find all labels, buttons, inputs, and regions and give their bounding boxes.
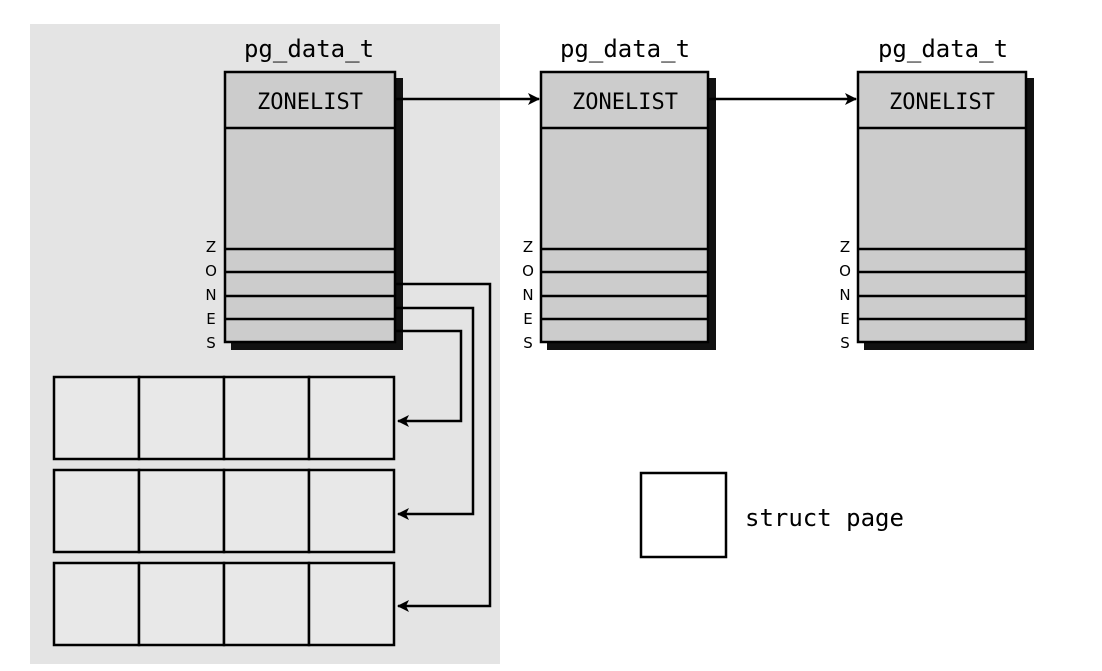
zones-letter: O — [205, 262, 217, 280]
struct-page-cell — [307, 468, 396, 554]
zone-arrow-to-array-1 — [395, 329, 463, 427]
zones-letter: E — [523, 310, 532, 328]
zonelist-label: ZONELIST — [889, 90, 995, 115]
struct-page-array-2 — [52, 468, 396, 554]
struct-page-cell — [307, 561, 396, 647]
struct-page-array-1 — [52, 375, 396, 461]
struct-page-cell — [137, 561, 226, 647]
pg-data-node-1: pg_data_t ZONELIST Z O N E S — [205, 35, 403, 352]
node-title: pg_data_t — [560, 35, 690, 63]
struct-page-cell — [137, 375, 226, 461]
zones-letter: S — [206, 334, 216, 352]
zones-letter: E — [840, 310, 849, 328]
zonelist-label: ZONELIST — [572, 90, 678, 115]
legend: struct page — [639, 471, 904, 559]
zones-letter: Z — [840, 238, 850, 256]
zone-arrow-to-array-3 — [395, 282, 492, 612]
pg-data-node-3: pg_data_t ZONELIST Z O N E S — [839, 35, 1034, 352]
zones-letter: N — [205, 286, 216, 304]
zones-letter: N — [839, 286, 850, 304]
struct-page-cell — [307, 375, 396, 461]
struct-page-cell — [52, 375, 141, 461]
pg-data-node-2: pg_data_t ZONELIST Z O N E S — [522, 35, 716, 352]
zones-letter: Z — [523, 238, 533, 256]
struct-page-cell — [52, 468, 141, 554]
node-title: pg_data_t — [878, 35, 1008, 63]
legend-label: struct page — [745, 504, 904, 532]
zones-letter: O — [839, 262, 851, 280]
zones-letter: O — [522, 262, 534, 280]
zonelist-label: ZONELIST — [257, 90, 363, 115]
zones-letter: Z — [206, 238, 216, 256]
node-title: pg_data_t — [244, 35, 374, 63]
struct-page-cell — [222, 468, 311, 554]
struct-page-cell — [222, 375, 311, 461]
legend-swatch — [639, 471, 728, 559]
zones-letter: S — [840, 334, 850, 352]
zones-letter: S — [523, 334, 533, 352]
struct-page-array-3 — [52, 561, 396, 647]
zone-arrow-to-array-2 — [395, 306, 475, 520]
struct-page-cell — [52, 561, 141, 647]
struct-page-cell — [137, 468, 226, 554]
struct-page-cell — [222, 561, 311, 647]
zones-letter: E — [206, 310, 215, 328]
zones-letter: N — [522, 286, 533, 304]
